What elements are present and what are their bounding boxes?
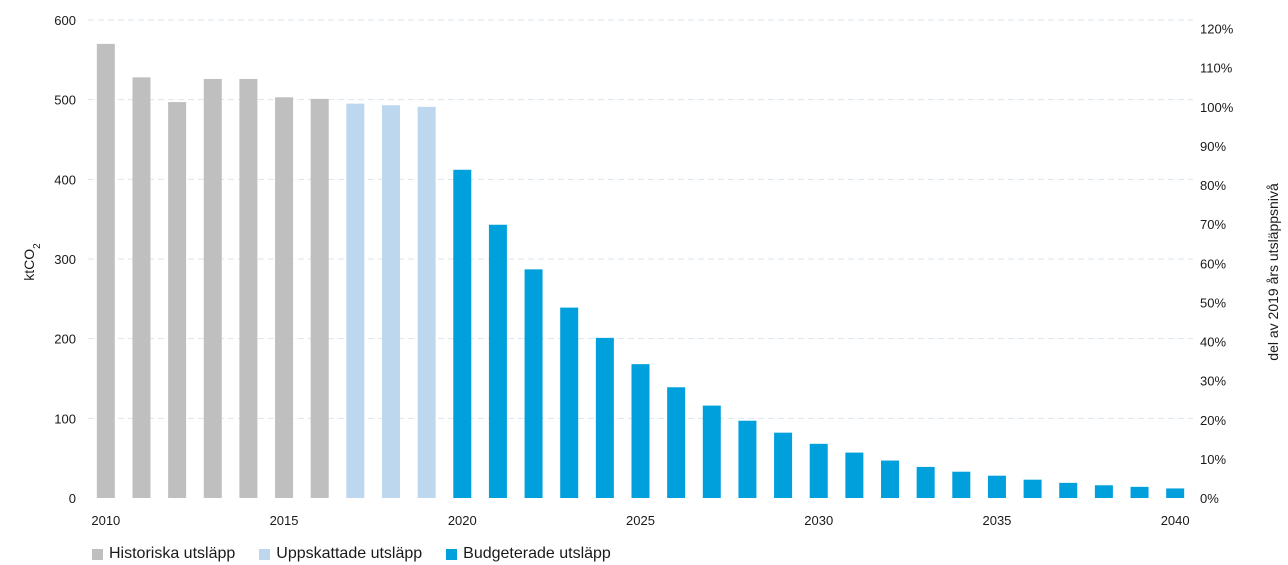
bar bbox=[275, 97, 294, 498]
y2-axis-ticks: 0% 10% 20% 30% 40% 50% 60% 70% 80% 90% 100% 110% 120… bbox=[1200, 22, 1234, 506]
bar bbox=[417, 106, 436, 498]
bar bbox=[702, 405, 721, 498]
bar bbox=[987, 475, 1006, 498]
y-tick-label: 0 bbox=[69, 491, 76, 506]
y2-tick-label: 60% bbox=[1200, 256, 1226, 271]
bar bbox=[667, 387, 686, 498]
gridlines bbox=[88, 19, 1193, 419]
x-tick-label: 2030 bbox=[804, 513, 833, 528]
bar bbox=[96, 43, 115, 499]
legend-item-budgeterade: Budgeterade utsläpp bbox=[446, 545, 611, 563]
y2-tick-label: 80% bbox=[1200, 178, 1226, 193]
bar bbox=[132, 77, 151, 499]
bar bbox=[881, 460, 900, 498]
x-tick-label: 2010 bbox=[91, 513, 120, 528]
bar bbox=[631, 364, 650, 498]
bar bbox=[1094, 485, 1113, 498]
y-tick-label: 200 bbox=[54, 332, 76, 347]
y2-tick-label: 110% bbox=[1200, 61, 1233, 76]
y2-tick-label: 0% bbox=[1200, 491, 1219, 506]
legend-label-budgeterade: Budgeterade utsläpp bbox=[463, 545, 611, 562]
y-tick-label: 600 bbox=[54, 13, 76, 28]
x-tick-label: 2035 bbox=[982, 513, 1011, 528]
x-axis-ticks: 2010 2015 2020 2025 2030 2035 2040 bbox=[91, 513, 1189, 528]
y-tick-label: 500 bbox=[54, 93, 76, 108]
bar bbox=[310, 98, 329, 499]
x-tick-label: 2025 bbox=[626, 513, 655, 528]
legend-swatch-historiska bbox=[92, 548, 103, 560]
bar bbox=[774, 432, 793, 498]
y-tick-label: 100 bbox=[54, 411, 76, 426]
legend-item-historiska: Historiska utsläpp bbox=[92, 545, 235, 563]
legend-swatch-budgeterade bbox=[446, 548, 458, 560]
bar bbox=[560, 307, 579, 498]
y2-tick-label: 100% bbox=[1200, 100, 1234, 115]
bars bbox=[96, 43, 1185, 499]
y-axis-label: ktCO2 bbox=[21, 243, 43, 281]
x-tick-label: 2020 bbox=[448, 513, 477, 528]
bar bbox=[845, 452, 864, 498]
legend-swatch-uppskattade bbox=[259, 548, 271, 560]
y2-tick-label: 50% bbox=[1200, 295, 1226, 310]
x-tick-label: 2040 bbox=[1161, 513, 1190, 528]
bar bbox=[524, 269, 543, 498]
bar bbox=[1059, 482, 1078, 498]
bar bbox=[952, 471, 971, 498]
y2-tick-label: 20% bbox=[1200, 413, 1226, 428]
bar bbox=[916, 466, 935, 498]
bar bbox=[381, 105, 400, 498]
bar bbox=[239, 78, 258, 498]
legend-item-uppskattade: Uppskattade utsläpp bbox=[259, 545, 422, 563]
bar bbox=[595, 337, 614, 498]
bar bbox=[1166, 488, 1185, 498]
bar bbox=[168, 102, 187, 498]
y2-tick-label: 90% bbox=[1200, 139, 1226, 154]
x-tick-label: 2015 bbox=[270, 513, 299, 528]
y2-tick-label: 40% bbox=[1200, 335, 1226, 350]
y-tick-label: 400 bbox=[54, 172, 76, 187]
y2-tick-label: 120% bbox=[1200, 22, 1234, 37]
bar bbox=[488, 224, 507, 498]
y2-axis-label: del av 2019 års utsläppsnivå bbox=[1265, 183, 1281, 361]
y-tick-label: 300 bbox=[54, 252, 76, 267]
bar bbox=[738, 420, 757, 498]
bar bbox=[1023, 479, 1042, 498]
y-axis-ticks: 0 100 200 300 400 500 600 bbox=[54, 13, 76, 506]
bar-chart: 0 100 200 300 400 500 600 0% 10% 20% 30% 40% 50% 60%… bbox=[21, 13, 1281, 528]
y2-tick-label: 70% bbox=[1200, 217, 1226, 232]
y2-tick-label: 10% bbox=[1200, 452, 1226, 467]
legend-label-uppskattade: Uppskattade utsläpp bbox=[276, 545, 423, 562]
legend-label-historiska: Historiska utsläpp bbox=[109, 545, 236, 562]
bar bbox=[809, 443, 828, 498]
y2-tick-label: 30% bbox=[1200, 374, 1226, 389]
bar bbox=[1130, 486, 1149, 498]
bar bbox=[203, 78, 222, 498]
bar bbox=[346, 103, 365, 499]
bar bbox=[453, 169, 472, 499]
legend: Historiska utsläpp Uppskattade utsläpp B… bbox=[92, 545, 611, 563]
